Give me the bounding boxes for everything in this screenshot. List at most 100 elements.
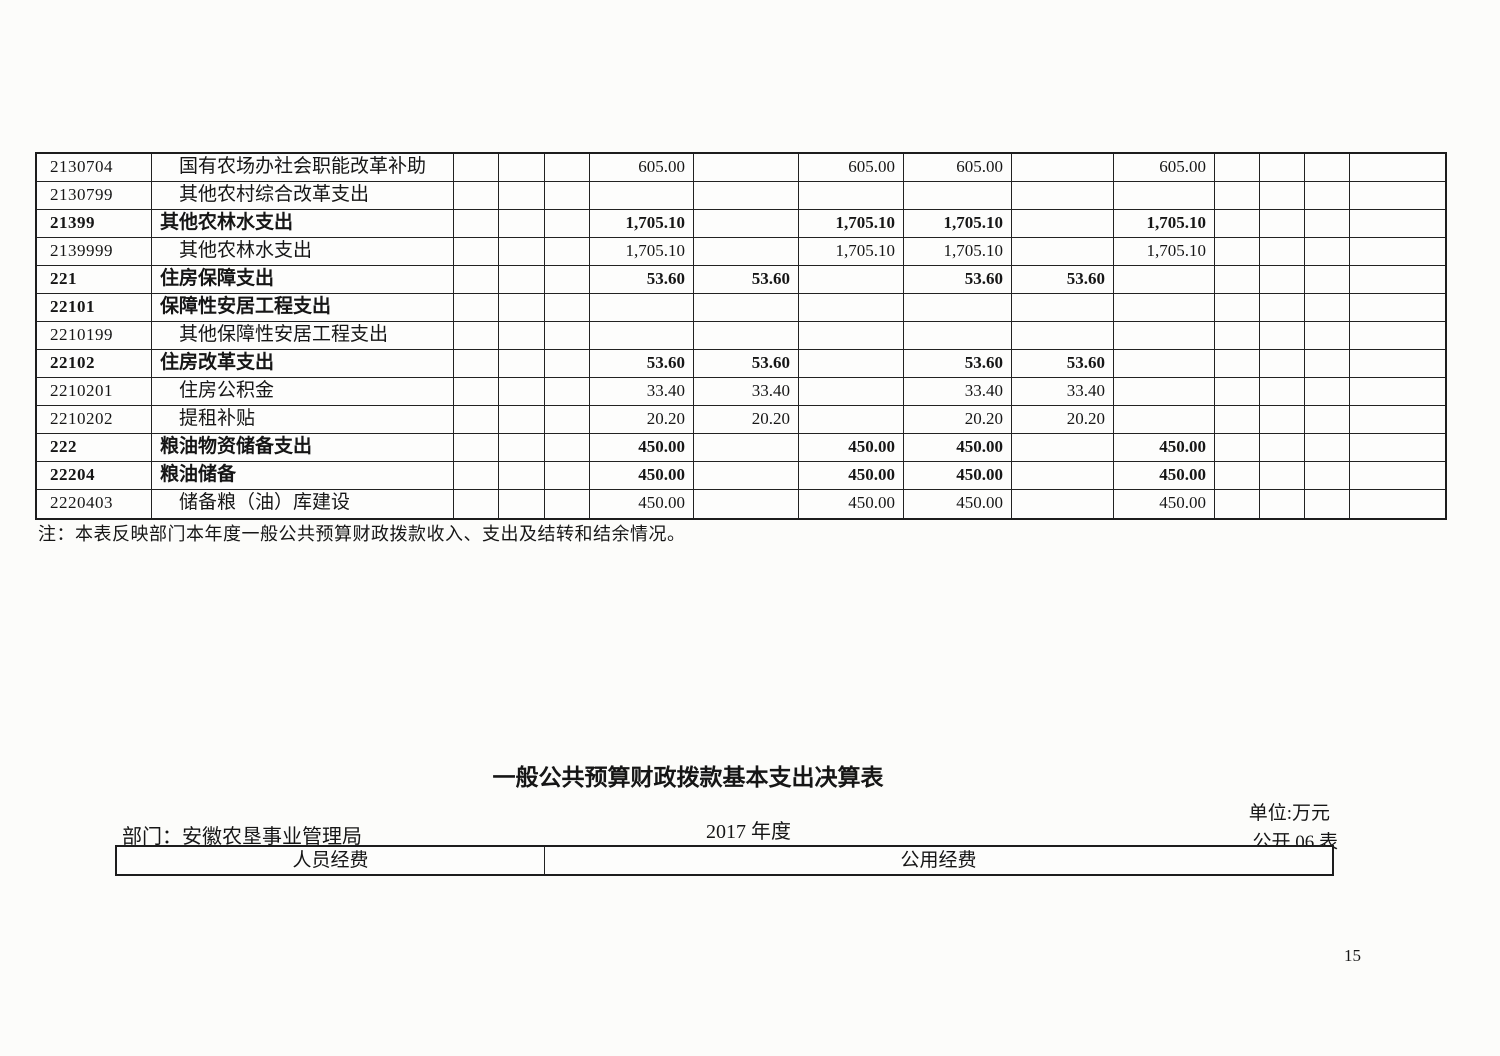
value-cell: 450.00 xyxy=(1114,490,1215,518)
empty-cell xyxy=(1305,238,1350,266)
value-cell xyxy=(694,490,799,518)
value-cell xyxy=(590,294,694,322)
empty-cell xyxy=(454,266,499,294)
table-row: 2210201 住房公积金 33.40 33.40 33.40 33.40 xyxy=(37,378,1445,406)
empty-cell xyxy=(1260,210,1305,238)
empty-cell xyxy=(1260,182,1305,210)
value-cell xyxy=(799,266,904,294)
value-cell: 20.20 xyxy=(590,406,694,434)
value-cell: 53.60 xyxy=(694,350,799,378)
value-cell xyxy=(694,210,799,238)
empty-cell xyxy=(1215,434,1260,462)
unit-label: 单位:万元 xyxy=(1248,803,1330,824)
table-row: 2210199 其他保障性安居工程支出 xyxy=(37,322,1445,350)
empty-cell xyxy=(1350,434,1445,462)
empty-cell xyxy=(1350,154,1445,182)
empty-cell xyxy=(1215,210,1260,238)
code-cell: 22101 xyxy=(37,294,152,322)
value-cell: 450.00 xyxy=(799,462,904,490)
empty-cell xyxy=(545,462,590,490)
value-cell xyxy=(694,322,799,350)
empty-cell xyxy=(1260,238,1305,266)
name-cell: 住房保障支出 xyxy=(152,266,454,294)
empty-cell xyxy=(499,266,545,294)
empty-cell xyxy=(545,182,590,210)
value-cell: 450.00 xyxy=(1114,434,1215,462)
name-cell: 其他农林水支出 xyxy=(152,238,454,266)
table-row: 22204 粮油储备 450.00 450.00 450.00 450.00 xyxy=(37,462,1445,490)
value-cell: 450.00 xyxy=(904,462,1012,490)
empty-cell xyxy=(545,154,590,182)
code-cell: 2220403 xyxy=(37,490,152,518)
code-cell: 2210199 xyxy=(37,322,152,350)
empty-cell xyxy=(1305,154,1350,182)
budget-table-body: 2130704 国有农场办社会职能改革补助 605.00 605.00 605.… xyxy=(37,154,1445,518)
value-cell: 20.20 xyxy=(1012,406,1114,434)
empty-cell xyxy=(1305,406,1350,434)
empty-cell xyxy=(499,490,545,518)
value-cell: 605.00 xyxy=(1114,154,1215,182)
empty-cell xyxy=(499,378,545,406)
value-cell: 53.60 xyxy=(904,266,1012,294)
value-cell: 1,705.10 xyxy=(590,210,694,238)
value-cell xyxy=(1012,434,1114,462)
name-cell: 粮油物资储备支出 xyxy=(152,434,454,462)
code-cell: 2210201 xyxy=(37,378,152,406)
page-number: 15 xyxy=(1344,946,1361,965)
empty-cell xyxy=(545,266,590,294)
value-cell: 450.00 xyxy=(590,462,694,490)
code-cell: 222 xyxy=(37,434,152,462)
name-cell: 提租补贴 xyxy=(152,406,454,434)
value-cell: 450.00 xyxy=(799,490,904,518)
code-cell: 22102 xyxy=(37,350,152,378)
empty-cell xyxy=(545,350,590,378)
name-cell: 其他保障性安居工程支出 xyxy=(152,322,454,350)
value-cell: 53.60 xyxy=(590,350,694,378)
value-cell xyxy=(694,434,799,462)
empty-cell xyxy=(545,238,590,266)
name-cell: 粮油储备 xyxy=(152,462,454,490)
lower-table-header: 人员经费 公用经费 xyxy=(115,845,1334,876)
empty-cell xyxy=(1215,406,1260,434)
value-cell xyxy=(1012,294,1114,322)
empty-cell xyxy=(1305,462,1350,490)
value-cell: 20.20 xyxy=(694,406,799,434)
empty-cell xyxy=(1260,378,1305,406)
department-label: 部门：安徽农垦事业管理局 xyxy=(122,826,362,848)
value-cell xyxy=(1114,378,1215,406)
empty-cell xyxy=(499,350,545,378)
empty-cell xyxy=(1305,210,1350,238)
empty-cell xyxy=(545,406,590,434)
budget-table: 2130704 国有农场办社会职能改革补助 605.00 605.00 605.… xyxy=(35,152,1447,520)
empty-cell xyxy=(499,210,545,238)
value-cell xyxy=(1012,154,1114,182)
value-cell xyxy=(590,322,694,350)
empty-cell xyxy=(499,182,545,210)
empty-cell xyxy=(499,462,545,490)
value-cell: 33.40 xyxy=(1012,378,1114,406)
empty-cell xyxy=(1260,406,1305,434)
value-cell: 450.00 xyxy=(904,434,1012,462)
value-cell: 53.60 xyxy=(694,266,799,294)
empty-cell xyxy=(1260,350,1305,378)
empty-cell xyxy=(1350,406,1445,434)
code-cell: 2130704 xyxy=(37,154,152,182)
empty-cell xyxy=(1350,294,1445,322)
value-cell: 450.00 xyxy=(590,490,694,518)
empty-cell xyxy=(1215,154,1260,182)
value-cell xyxy=(694,182,799,210)
empty-cell xyxy=(545,378,590,406)
name-cell: 其他农村综合改革支出 xyxy=(152,182,454,210)
value-cell xyxy=(694,238,799,266)
empty-cell xyxy=(1215,266,1260,294)
value-cell: 450.00 xyxy=(904,490,1012,518)
empty-cell xyxy=(1305,434,1350,462)
value-cell: 605.00 xyxy=(904,154,1012,182)
value-cell: 1,705.10 xyxy=(590,238,694,266)
code-cell: 221 xyxy=(37,266,152,294)
empty-cell xyxy=(1350,462,1445,490)
value-cell xyxy=(799,350,904,378)
empty-cell xyxy=(1260,490,1305,518)
empty-cell xyxy=(1350,210,1445,238)
value-cell xyxy=(590,182,694,210)
